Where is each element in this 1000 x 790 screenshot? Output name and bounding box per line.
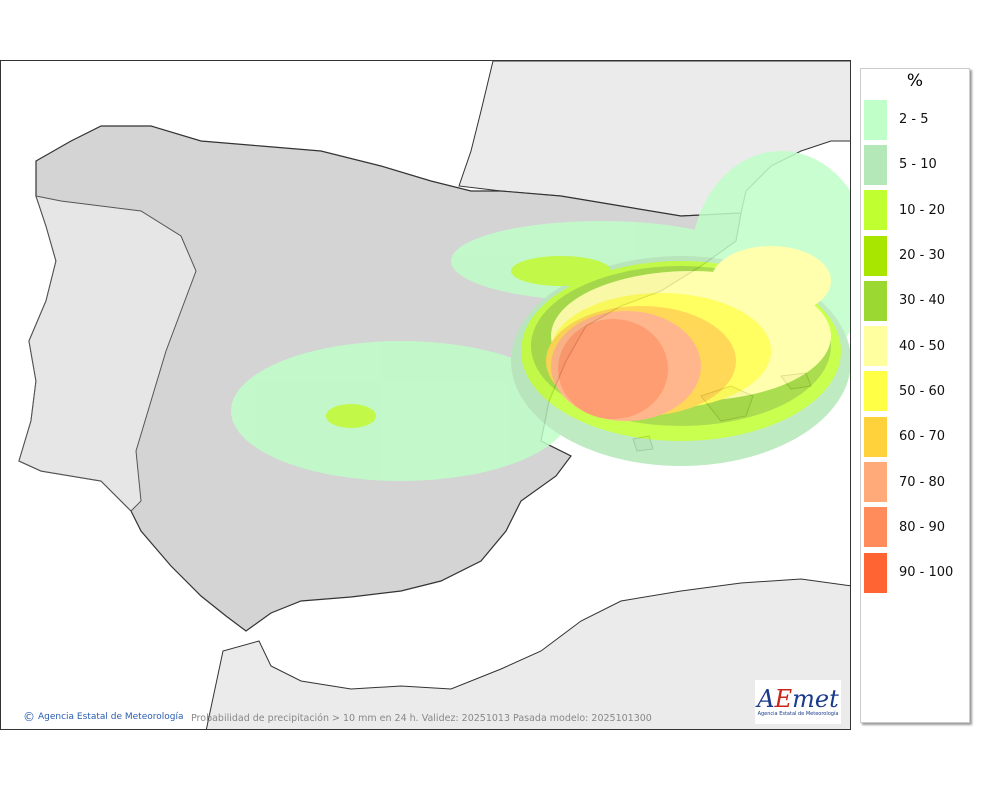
legend-item: 50 - 60 xyxy=(861,369,969,414)
legend-swatch xyxy=(864,144,887,185)
legend-swatch xyxy=(864,507,887,548)
precipitation-probability-field xyxy=(231,151,850,481)
copyright-icon: © xyxy=(23,710,35,724)
legend-label: 90 - 100 xyxy=(899,565,954,581)
legend-item: 20 - 30 xyxy=(861,233,969,278)
legend-swatch xyxy=(864,280,887,321)
legend-item: 60 - 70 xyxy=(861,414,969,459)
legend-item: 5 - 10 xyxy=(861,142,969,187)
legend-label: 70 - 80 xyxy=(899,474,946,490)
aemet-logo: AEmet Agencia Estatal de Meteorología xyxy=(755,680,841,724)
portugal-land xyxy=(18,195,197,512)
legend-label: 40 - 50 xyxy=(899,338,946,354)
legend-item: 90 - 100 xyxy=(861,550,969,595)
legend-swatch xyxy=(864,552,887,593)
legend-label: 60 - 70 xyxy=(899,429,946,445)
legend-title: % xyxy=(906,71,924,91)
legend-swatch xyxy=(864,326,887,367)
legend-item: 40 - 50 xyxy=(861,323,969,368)
legend-item: 80 - 90 xyxy=(861,505,969,550)
legend-label: 80 - 90 xyxy=(899,519,946,535)
map-canvas xyxy=(18,61,850,729)
legend-label: 10 - 20 xyxy=(899,202,946,218)
legend-swatch xyxy=(864,235,887,276)
legend-swatch xyxy=(864,371,887,412)
precipitation-map: © Agencia Estatal de Meteorología Probab… xyxy=(0,60,851,730)
legend-item: 10 - 20 xyxy=(861,188,969,233)
legend-label: 5 - 10 xyxy=(899,157,937,173)
logo-text: AEmet xyxy=(757,685,839,713)
legend-item: 2 - 5 xyxy=(861,97,969,142)
africa-land xyxy=(205,578,850,729)
legend-label: 20 - 30 xyxy=(899,248,946,264)
legend-label: 50 - 60 xyxy=(899,383,946,399)
legend-swatch xyxy=(864,99,887,140)
legend-label: 2 - 5 xyxy=(899,112,929,128)
legend-label: 30 - 40 xyxy=(899,293,946,309)
legend-item: 30 - 40 xyxy=(861,278,969,323)
legend-swatch xyxy=(864,462,887,503)
credit-text: Agencia Estatal de Meteorología xyxy=(38,712,184,722)
logo-subtitle: Agencia Estatal de Meteorología xyxy=(757,711,839,717)
legend: % 2 - 5 5 - 10 10 - 20 20 - 30 30 - 40 40 - 5… xyxy=(860,68,970,723)
aemet-credit[interactable]: © Agencia Estatal de Meteorología xyxy=(23,710,184,724)
legend-item: 70 - 80 xyxy=(861,459,969,504)
legend-swatch xyxy=(864,190,887,231)
legend-swatch xyxy=(864,416,887,457)
map-caption: Probabilidad de precipitación > 10 mm en… xyxy=(191,713,652,724)
